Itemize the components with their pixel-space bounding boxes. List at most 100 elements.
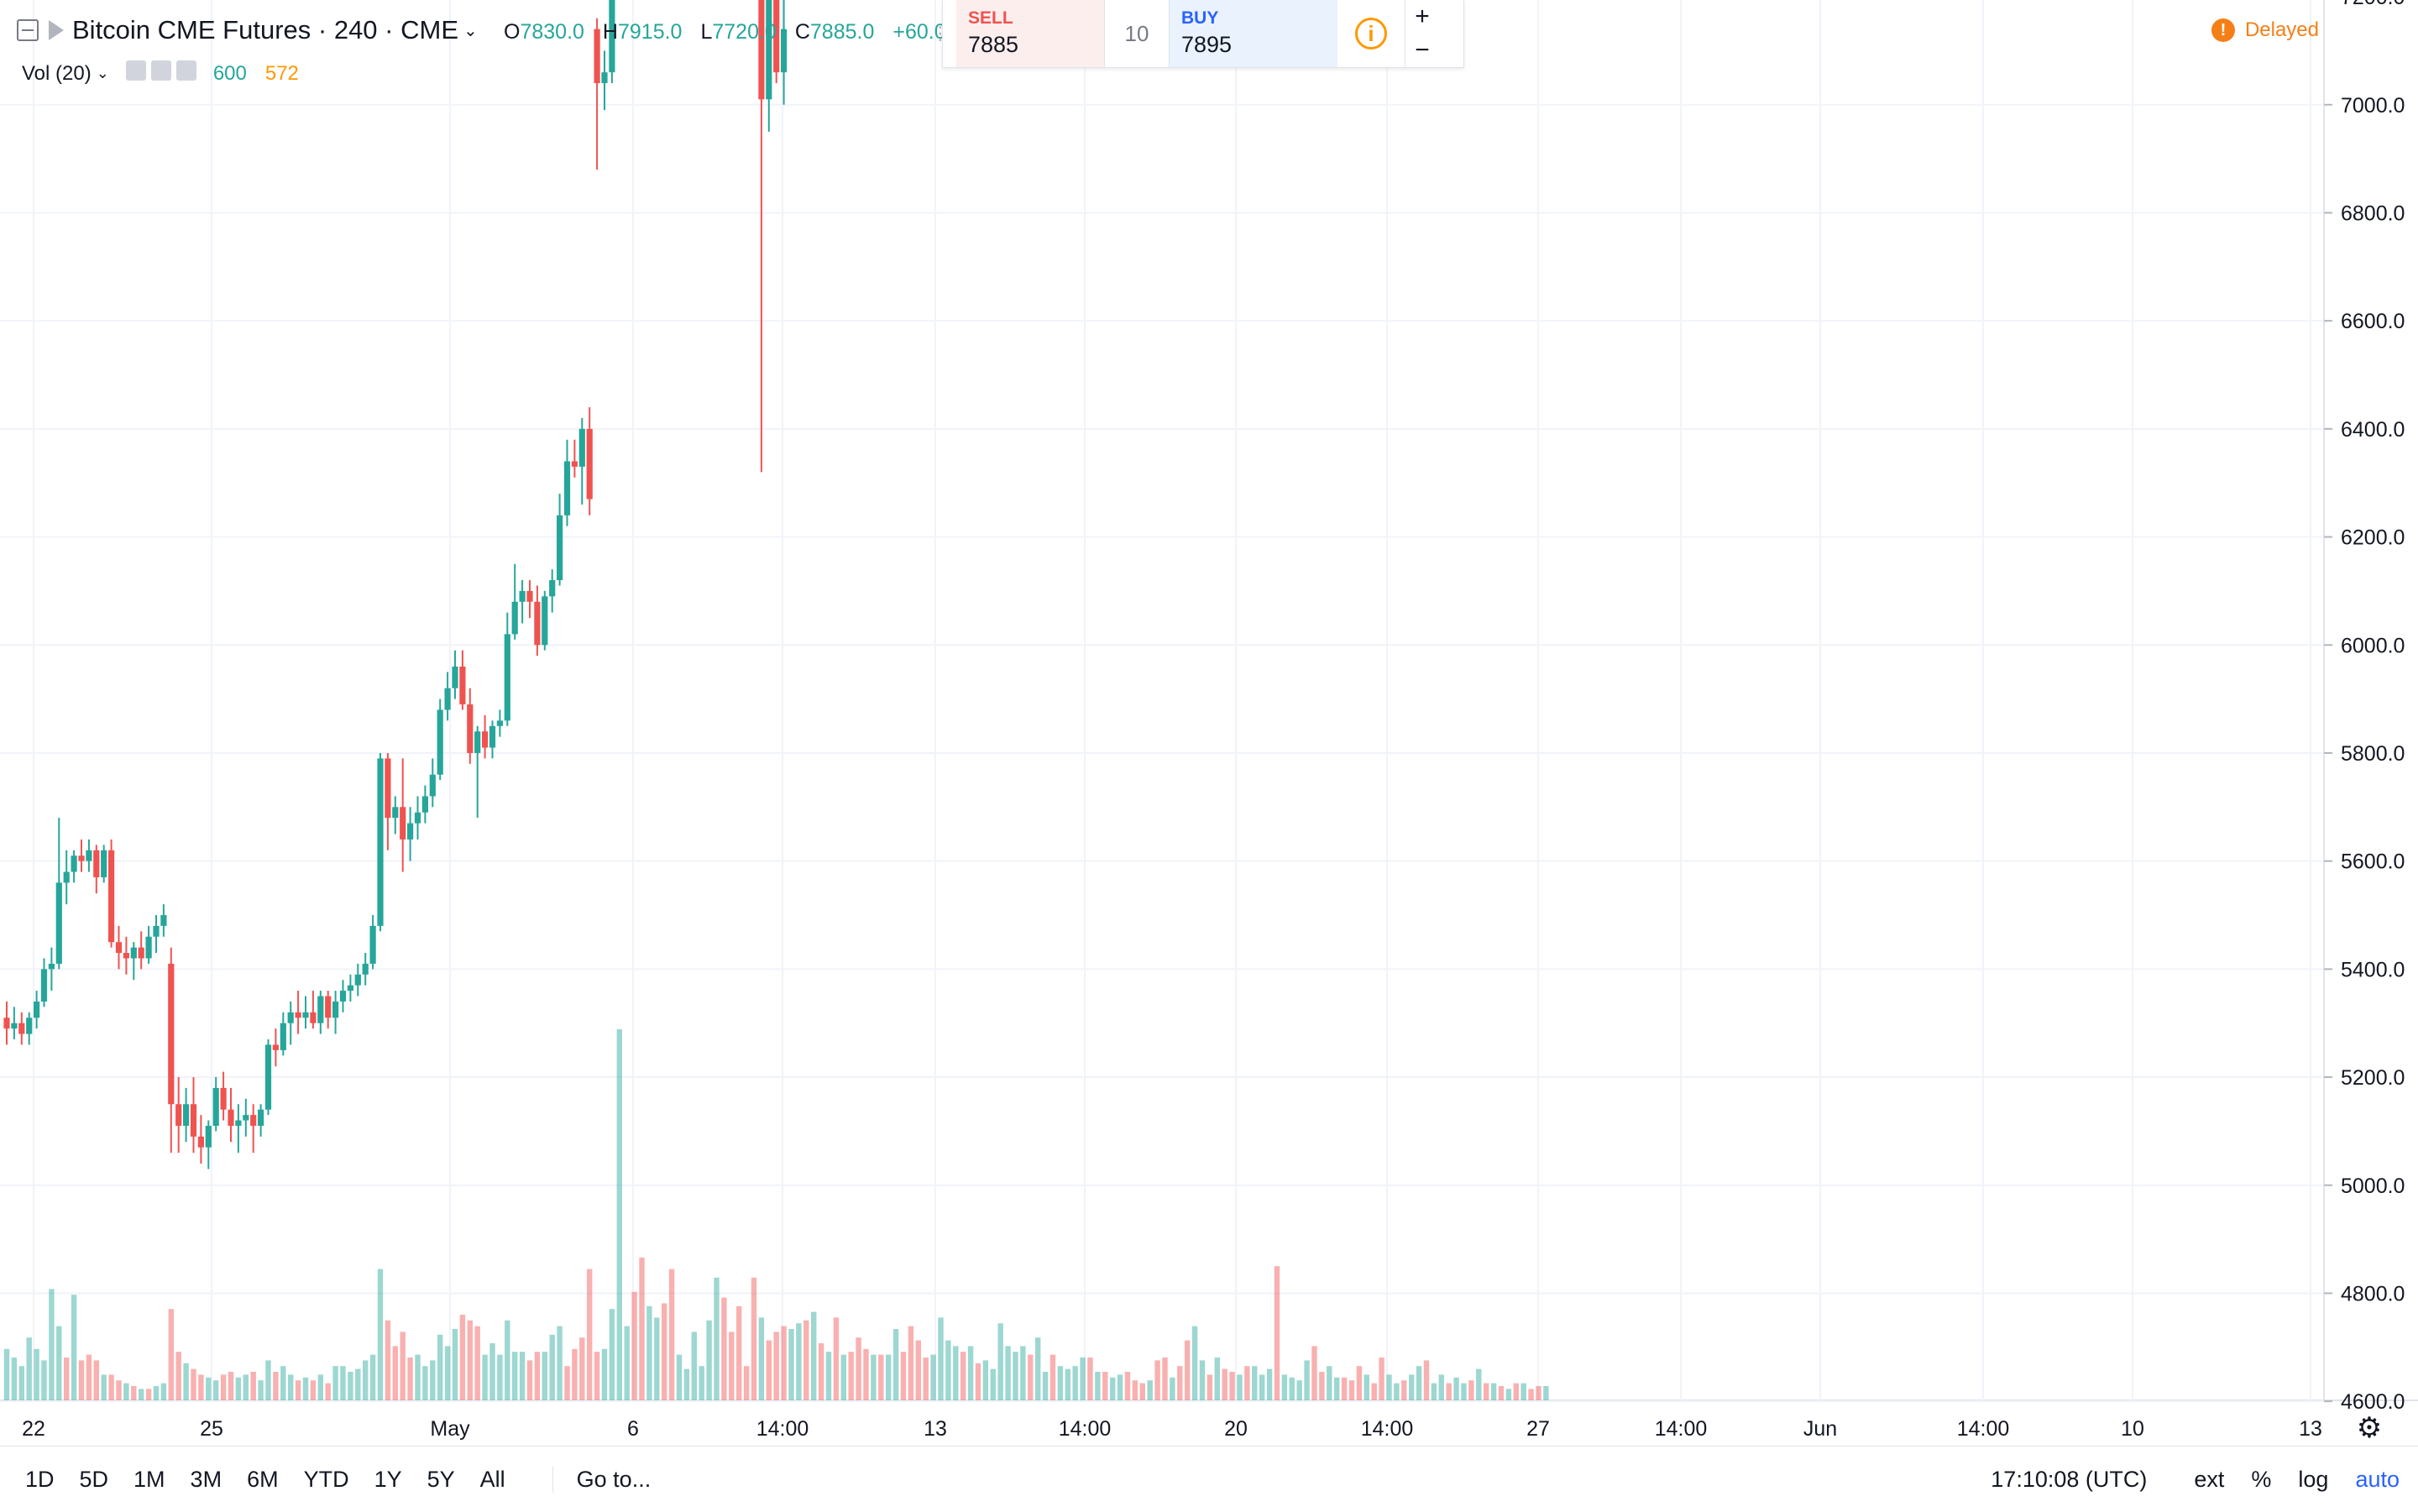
range-button-1m[interactable]: 1M <box>133 1466 165 1492</box>
auto-toggle[interactable]: auto <box>2355 1466 2400 1492</box>
candle-body[interactable] <box>26 1018 33 1034</box>
candle-body[interactable] <box>197 1136 204 1148</box>
candle-body[interactable] <box>429 774 436 797</box>
collapse-icon[interactable] <box>17 19 39 41</box>
candle-body[interactable] <box>86 850 92 861</box>
candle-body[interactable] <box>272 1044 279 1050</box>
candle-body[interactable] <box>317 996 324 1023</box>
candle-body[interactable] <box>71 855 77 872</box>
range-button-ytd[interactable]: YTD <box>303 1466 349 1492</box>
candle-body[interactable] <box>377 758 384 926</box>
candle-body[interactable] <box>407 823 414 840</box>
goto-button[interactable]: Go to... <box>552 1466 651 1493</box>
candle-body[interactable] <box>758 0 765 100</box>
percent-toggle[interactable]: % <box>2251 1466 2272 1492</box>
candle-body[interactable] <box>609 0 615 73</box>
volume-legend[interactable]: Vol (20) ⌄ 600 572 <box>22 60 299 86</box>
candle-body[interactable] <box>220 1087 227 1110</box>
drag-handle-icon[interactable]: ⋮⋮ <box>931 23 968 44</box>
chevron-down-icon[interactable]: ⌄ <box>96 65 109 81</box>
plus-button[interactable]: + <box>1415 3 1430 30</box>
candle-body[interactable] <box>3 1018 10 1029</box>
candle-body[interactable] <box>369 925 376 964</box>
close-icon[interactable] <box>175 60 196 81</box>
candle-body[interactable] <box>526 590 533 602</box>
candle-body[interactable] <box>444 688 451 710</box>
candle-body[interactable] <box>400 807 406 840</box>
candle-body[interactable] <box>578 428 585 467</box>
candle-body[interactable] <box>115 942 123 954</box>
candle-body[interactable] <box>101 850 107 877</box>
candle-body[interactable] <box>421 796 428 813</box>
range-button-all[interactable]: All <box>479 1466 505 1492</box>
candle-body[interactable] <box>474 731 481 753</box>
candle-body[interactable] <box>511 601 518 635</box>
candle-body[interactable] <box>55 882 62 964</box>
candle-body[interactable] <box>310 1012 317 1023</box>
candle-body[interactable] <box>48 963 55 970</box>
range-button-1d[interactable]: 1D <box>25 1466 55 1492</box>
candle-body[interactable] <box>175 1104 182 1126</box>
candle-body[interactable] <box>183 1104 190 1126</box>
candle-body[interactable] <box>258 1109 264 1126</box>
candle-body[interactable] <box>482 731 489 748</box>
candle-body[interactable] <box>766 0 772 100</box>
candle-body[interactable] <box>145 936 152 959</box>
range-button-6m[interactable]: 6M <box>247 1466 279 1492</box>
candle-body[interactable] <box>362 963 369 975</box>
range-button-3m[interactable]: 3M <box>190 1466 222 1492</box>
candle-body[interactable] <box>459 666 466 705</box>
candle-body[interactable] <box>302 1012 309 1018</box>
candle-body[interactable] <box>190 1104 197 1137</box>
candle-body[interactable] <box>40 969 48 1002</box>
candle-body[interactable] <box>280 1023 286 1050</box>
quantity-field[interactable]: 10 <box>1104 0 1170 67</box>
candle-body[interactable] <box>138 947 144 959</box>
candle-body[interactable] <box>467 704 474 753</box>
sell-button[interactable]: SELL 7885 <box>956 0 1104 67</box>
log-toggle[interactable]: log <box>2298 1466 2329 1492</box>
range-button-5y[interactable]: 5Y <box>427 1466 455 1492</box>
candle-body[interactable] <box>228 1109 234 1126</box>
candle-body[interactable] <box>542 596 548 646</box>
candle-body[interactable] <box>18 1023 25 1034</box>
candle-body[interactable] <box>534 601 541 646</box>
range-button-1y[interactable]: 1Y <box>374 1466 402 1492</box>
candle-body[interactable] <box>392 807 399 819</box>
ext-toggle[interactable]: ext <box>2194 1466 2225 1492</box>
candle-body[interactable] <box>123 953 129 959</box>
candle-body[interactable] <box>295 1012 301 1018</box>
candle-body[interactable] <box>34 1001 40 1018</box>
candle-body[interactable] <box>586 428 593 500</box>
eye-icon[interactable] <box>125 60 146 81</box>
candle-body[interactable] <box>264 1044 272 1110</box>
candle-body[interactable] <box>385 758 391 819</box>
candle-body[interactable] <box>212 1087 219 1126</box>
candle-body[interactable] <box>160 915 167 926</box>
buy-button[interactable]: BUY 7895 <box>1170 0 1337 67</box>
candle-body[interactable] <box>130 947 137 959</box>
candle-body[interactable] <box>168 963 175 1105</box>
candle-body[interactable] <box>325 996 332 1018</box>
settings-gear-icon[interactable]: ⚙ <box>2357 1411 2382 1445</box>
candle-body[interactable] <box>496 720 503 726</box>
candle-body[interactable] <box>354 974 361 986</box>
candle-body[interactable] <box>504 634 510 721</box>
candle-body[interactable] <box>287 1012 294 1023</box>
candle-body[interactable] <box>781 29 788 73</box>
candle-body[interactable] <box>108 850 115 943</box>
candle-body[interactable] <box>63 871 70 883</box>
candle-body[interactable] <box>205 1125 212 1148</box>
candle-body[interactable] <box>235 1120 242 1126</box>
indicator-controls[interactable] <box>125 60 202 86</box>
candle-body[interactable] <box>601 72 608 84</box>
range-button-5d[interactable]: 5D <box>79 1466 109 1492</box>
symbol-header[interactable]: Bitcoin CME Futures · 240 · CME ⌄ <box>17 15 478 45</box>
candle-body[interactable] <box>250 1115 257 1126</box>
flag-icon[interactable] <box>49 20 64 40</box>
candle-body[interactable] <box>78 855 85 861</box>
candle-body[interactable] <box>557 515 563 581</box>
candle-body[interactable] <box>549 580 556 597</box>
candle-body[interactable] <box>452 666 458 688</box>
